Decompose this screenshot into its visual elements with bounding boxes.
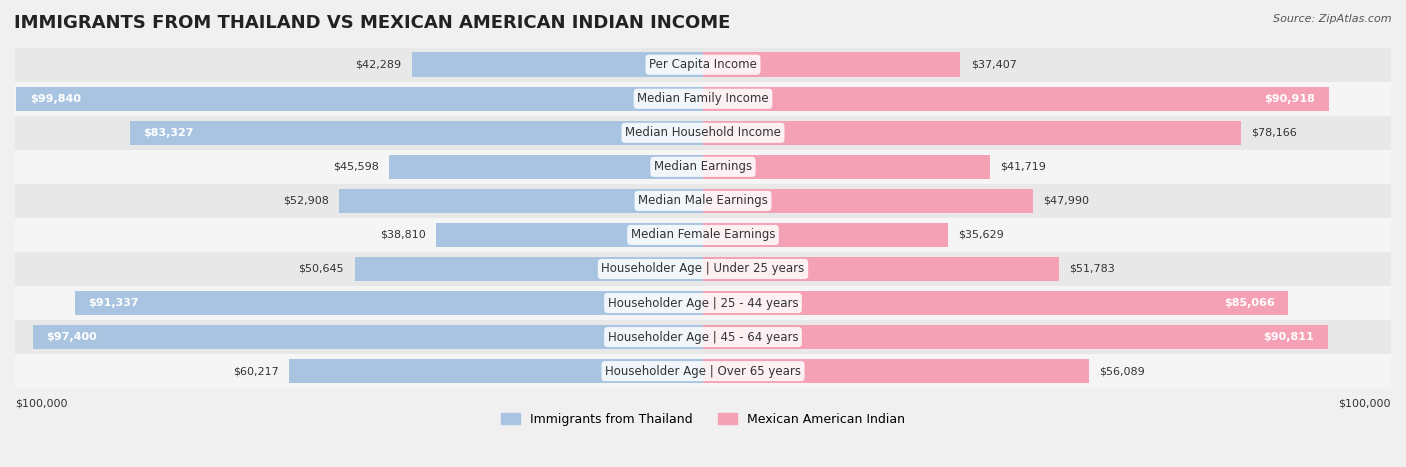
Bar	[703, 359, 1088, 383]
Text: Per Capita Income: Per Capita Income	[650, 58, 756, 71]
Bar	[129, 120, 703, 145]
Bar	[703, 120, 1240, 145]
Text: $37,407: $37,407	[970, 60, 1017, 70]
Legend: Immigrants from Thailand, Mexican American Indian: Immigrants from Thailand, Mexican Americ…	[502, 413, 904, 426]
Bar	[703, 257, 1059, 281]
Text: Householder Age | Over 65 years: Householder Age | Over 65 years	[605, 365, 801, 378]
Text: $100,000: $100,000	[1339, 398, 1391, 408]
Text: $97,400: $97,400	[46, 332, 97, 342]
Text: $51,783: $51,783	[1070, 264, 1115, 274]
Text: $91,337: $91,337	[89, 298, 139, 308]
Bar	[15, 82, 1391, 116]
Bar	[703, 52, 960, 77]
Bar	[15, 116, 1391, 150]
Text: Householder Age | 45 - 64 years: Householder Age | 45 - 64 years	[607, 331, 799, 344]
Bar	[15, 286, 1391, 320]
Text: $85,066: $85,066	[1223, 298, 1274, 308]
Text: Householder Age | Under 25 years: Householder Age | Under 25 years	[602, 262, 804, 276]
Bar	[703, 223, 948, 247]
Bar	[703, 291, 1288, 315]
Bar	[15, 354, 1391, 388]
Text: $42,289: $42,289	[356, 60, 402, 70]
Text: $52,908: $52,908	[283, 196, 329, 206]
Text: $99,840: $99,840	[30, 94, 82, 104]
Text: $50,645: $50,645	[298, 264, 344, 274]
Bar	[436, 223, 703, 247]
Bar	[15, 252, 1391, 286]
Text: $45,598: $45,598	[333, 162, 380, 172]
Bar	[412, 52, 703, 77]
Text: $78,166: $78,166	[1251, 128, 1296, 138]
Text: Median Family Income: Median Family Income	[637, 92, 769, 105]
Bar	[703, 86, 1329, 111]
Bar	[75, 291, 703, 315]
Bar	[288, 359, 703, 383]
Bar	[703, 155, 990, 179]
Text: Median Male Earnings: Median Male Earnings	[638, 194, 768, 207]
Bar	[703, 325, 1327, 349]
Text: Median Household Income: Median Household Income	[626, 126, 780, 139]
Bar	[32, 325, 703, 349]
Bar	[339, 189, 703, 213]
Bar	[15, 150, 1391, 184]
Bar	[703, 189, 1033, 213]
Text: Source: ZipAtlas.com: Source: ZipAtlas.com	[1274, 14, 1392, 24]
Bar	[389, 155, 703, 179]
Text: $90,811: $90,811	[1263, 332, 1315, 342]
Text: Median Earnings: Median Earnings	[654, 160, 752, 173]
Bar	[15, 184, 1391, 218]
Text: $35,629: $35,629	[959, 230, 1004, 240]
Text: $47,990: $47,990	[1043, 196, 1090, 206]
Text: Median Female Earnings: Median Female Earnings	[631, 228, 775, 241]
Bar	[15, 320, 1391, 354]
Text: $83,327: $83,327	[143, 128, 194, 138]
Text: IMMIGRANTS FROM THAILAND VS MEXICAN AMERICAN INDIAN INCOME: IMMIGRANTS FROM THAILAND VS MEXICAN AMER…	[14, 14, 731, 32]
Text: $90,918: $90,918	[1264, 94, 1315, 104]
Text: $100,000: $100,000	[15, 398, 67, 408]
Bar	[15, 86, 703, 111]
Text: Householder Age | 25 - 44 years: Householder Age | 25 - 44 years	[607, 297, 799, 310]
Bar	[15, 48, 1391, 82]
Bar	[15, 218, 1391, 252]
Text: $41,719: $41,719	[1000, 162, 1046, 172]
Bar	[354, 257, 703, 281]
Text: $56,089: $56,089	[1099, 366, 1144, 376]
Text: $60,217: $60,217	[232, 366, 278, 376]
Text: $38,810: $38,810	[380, 230, 426, 240]
